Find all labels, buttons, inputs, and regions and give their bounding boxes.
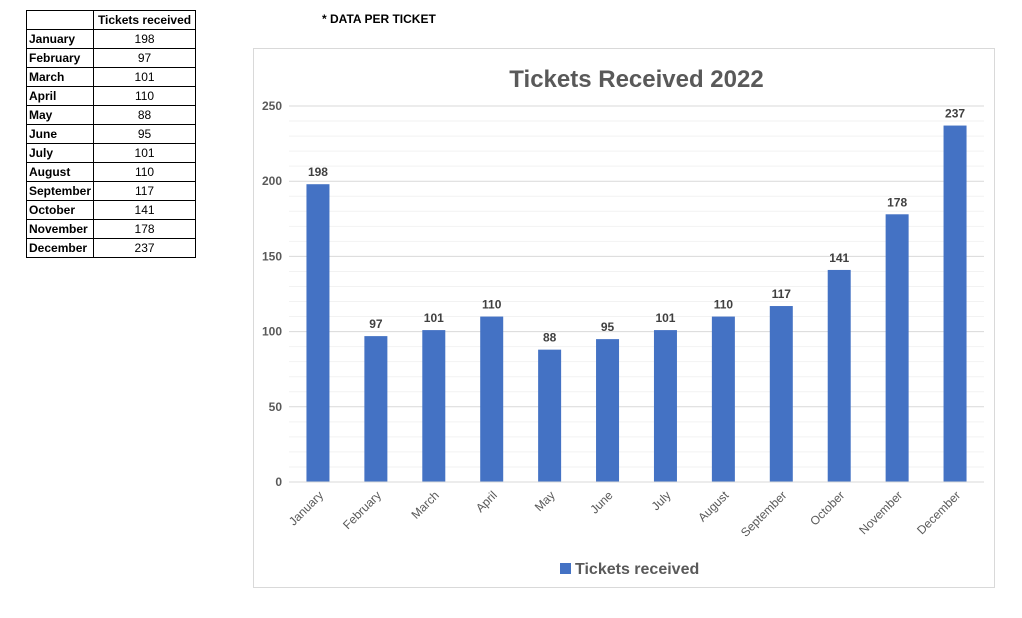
data-label: 110 (714, 298, 734, 312)
table-month-cell: June (25, 124, 95, 144)
bar (769, 306, 793, 482)
y-tick-label: 250 (262, 99, 282, 113)
x-tick-label: January (286, 488, 326, 528)
data-label: 97 (369, 317, 383, 331)
y-tick-label: 50 (269, 400, 283, 414)
data-label: 101 (424, 311, 444, 325)
bar (653, 330, 677, 482)
table-body: January 198 February 97 March 101 April 110 May 8… (25, 29, 197, 258)
table-value-cell: 110 (93, 162, 197, 182)
bar (711, 316, 735, 482)
table-row: September 117 (25, 181, 197, 201)
y-tick-label: 200 (262, 174, 282, 188)
data-label: 198 (308, 165, 328, 179)
table-row: July 101 (25, 143, 197, 163)
table-month-cell: January (25, 29, 95, 49)
table-value-cell: 237 (93, 238, 197, 258)
table-value-cell: 95 (93, 124, 197, 144)
table-value-cell: 117 (93, 181, 197, 201)
table-row: December 237 (25, 238, 197, 258)
bar (827, 269, 851, 482)
data-label: 110 (482, 298, 502, 312)
legend-swatch (560, 563, 571, 574)
table-value-cell: 101 (93, 67, 197, 87)
table-row: August 110 (25, 162, 197, 182)
table-row: February 97 (25, 48, 197, 68)
table-month-cell: October (25, 200, 95, 220)
x-tick-label: November (856, 488, 905, 537)
data-label: 237 (945, 107, 965, 121)
table-row: June 95 (25, 124, 197, 144)
data-table: Tickets received January 198 February 97 Mar… (25, 10, 197, 258)
bar (943, 125, 967, 482)
table-row: May 88 (25, 105, 197, 125)
legend-label: Tickets received (575, 561, 699, 578)
data-label: 141 (829, 251, 849, 265)
table-month-cell: November (25, 219, 95, 239)
table-corner-cell (25, 10, 95, 30)
table-month-cell: September (25, 181, 95, 201)
table-month-cell: February (25, 48, 95, 68)
bar (306, 184, 330, 482)
bar-chart: Tickets Received 2022 0 50 100 150 200 250 198 J… (262, 66, 984, 578)
x-tick-label: February (340, 488, 384, 532)
y-tick-label: 0 (275, 475, 282, 489)
data-note: * DATA PER TICKET (322, 12, 436, 26)
table-month-cell: March (25, 67, 95, 87)
x-tick-label: May (532, 488, 558, 514)
bar (596, 339, 620, 482)
table-month-cell: July (25, 143, 95, 163)
table-value-cell: 97 (93, 48, 197, 68)
data-label: 88 (543, 331, 557, 345)
x-tick-label: August (695, 488, 732, 525)
table-month-cell: April (25, 86, 95, 106)
bar (480, 316, 504, 482)
table-header-row: Tickets received (25, 10, 197, 30)
table-value-cell: 141 (93, 200, 197, 220)
table-value-cell: 88 (93, 105, 197, 125)
table-row: January 198 (25, 29, 197, 49)
bar (538, 349, 562, 482)
table-value-cell: 178 (93, 219, 197, 239)
data-label: 95 (601, 320, 615, 334)
data-label: 117 (772, 287, 792, 301)
table-row: November 178 (25, 219, 197, 239)
chart-title: Tickets Received 2022 (509, 66, 763, 93)
chart-frame: Tickets Received 2022 0 50 100 150 200 250 198 J… (253, 48, 995, 588)
x-tick-label: September (738, 488, 789, 539)
table-month-cell: May (25, 105, 95, 125)
table-row: October 141 (25, 200, 197, 220)
data-label: 178 (887, 195, 907, 209)
table-value-cell: 101 (93, 143, 197, 163)
table-month-cell: December (25, 238, 95, 258)
bar (364, 336, 388, 482)
table-value-cell: 110 (93, 86, 197, 106)
x-tick-label: March (408, 488, 441, 521)
y-tick-label: 100 (262, 325, 282, 339)
x-tick-label: June (587, 488, 616, 517)
data-label: 101 (655, 311, 675, 325)
x-tick-label: July (649, 488, 674, 513)
bar (885, 214, 909, 482)
table-value-cell: 198 (93, 29, 197, 49)
x-tick-label: April (473, 488, 500, 515)
table-row: April 110 (25, 86, 197, 106)
y-tick-label: 150 (262, 249, 282, 263)
table-month-cell: August (25, 162, 95, 182)
table-column-header: Tickets received (93, 10, 197, 30)
table-row: March 101 (25, 67, 197, 87)
x-tick-label: October (807, 488, 847, 528)
bar (422, 330, 446, 482)
x-tick-label: December (914, 488, 963, 537)
